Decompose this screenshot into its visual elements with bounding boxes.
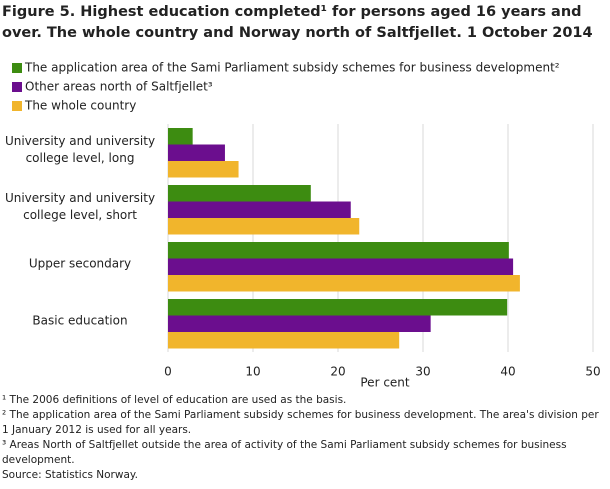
x-axis-title: Per cent [360,376,410,390]
bar [168,185,311,202]
bar [168,258,514,275]
y-tick-label: Basic education [32,313,128,327]
footnote: ³ Areas North of Saltfjellet outside the… [2,439,567,466]
bar [168,128,193,145]
bar [168,201,351,218]
legend-swatch [12,101,22,111]
legend-label: The whole country [24,99,136,113]
x-tick-label: 20 [330,365,345,379]
footnote: ¹ The 2006 definitions of level of educa… [2,394,347,406]
x-tick-label: 10 [245,365,260,379]
x-tick-label: 50 [585,365,600,379]
legend-label: The application area of the Sami Parliam… [24,61,560,75]
bar [168,161,239,178]
x-tick-label: 30 [415,365,430,379]
y-tick-label: Upper secondary [28,256,132,270]
bar [168,332,400,349]
footnote: ² The application area of the Sami Parli… [2,409,599,436]
bar [168,144,225,161]
legend-swatch [12,63,22,73]
bar [168,242,509,259]
bar [168,275,520,292]
chart-title: Figure 5. Highest education completed¹ f… [2,4,593,41]
bar [168,315,431,332]
notes: ¹ The 2006 definitions of level of educa… [2,393,608,483]
y-tick-label: University and university college level,… [4,190,156,222]
bar [168,218,360,235]
legend-swatch [12,82,22,92]
bar [168,299,508,316]
x-tick-label: 0 [164,365,172,379]
y-tick-label: University and university college level,… [4,133,156,165]
x-tick-label: 40 [500,365,515,379]
source: Source: Statistics Norway. [2,469,138,481]
legend-label: Other areas north of Saltfjellet³ [25,80,213,94]
